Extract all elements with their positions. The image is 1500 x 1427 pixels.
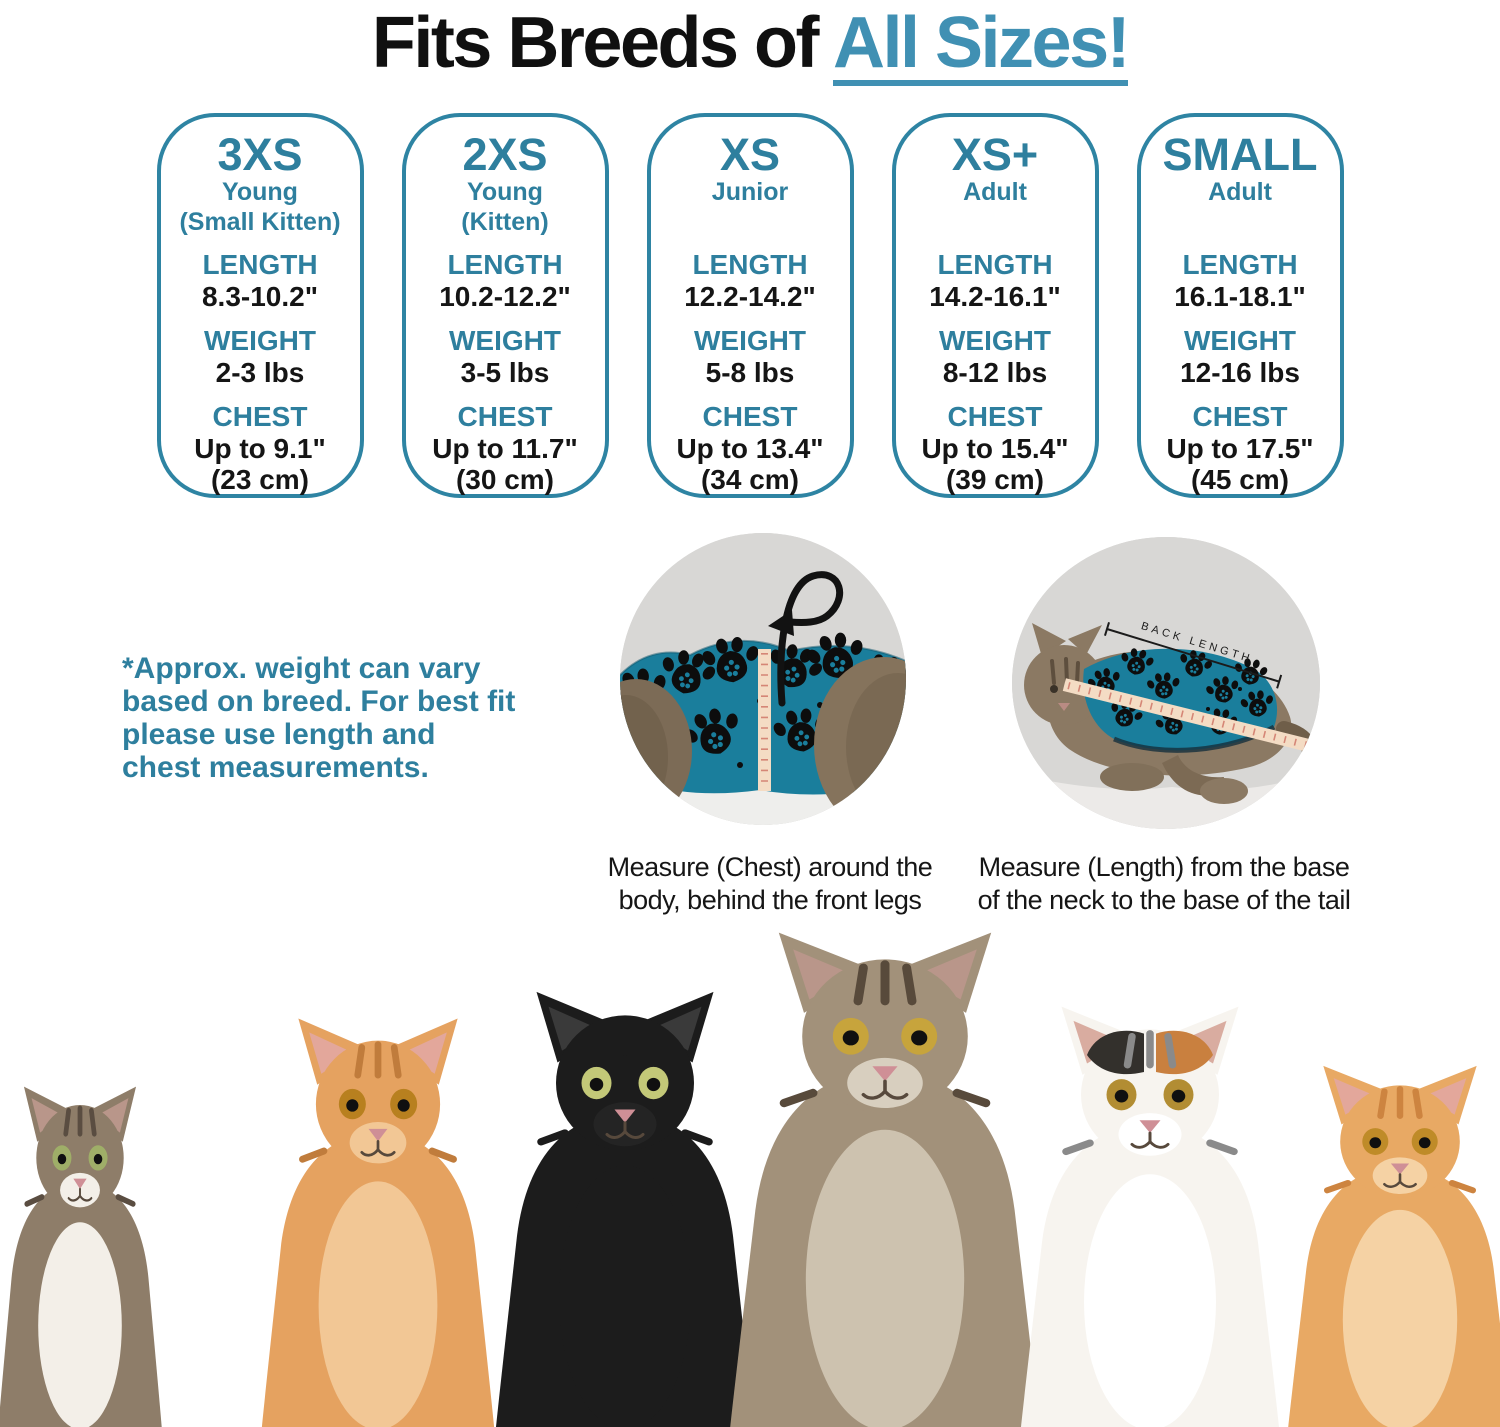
size-age: Junior [711,178,789,207]
weight-label: WEIGHT [204,324,316,356]
note-line: based on breed. For best fit [122,685,516,718]
length-label: LENGTH [202,249,318,280]
chest-caption: Measure (Chest) around the body, behind … [607,852,933,915]
size-name: SMALL [1162,129,1318,180]
weight-value: 2-3 lbs [215,356,305,388]
weight-label: WEIGHT [694,324,806,356]
size-name: 3XS [217,129,303,180]
weight-value: 5-8 lbs [705,356,795,388]
chest-cm-value: (23 cm) [210,464,310,496]
length-measure-figure: BACK LENGTH [1012,537,1320,829]
size-name: 2XS [462,129,548,180]
size-age-detail: (Kitten) [461,207,549,236]
chest-cm-value: (45 cm) [1190,464,1290,496]
size-card-3xs: 3XS Young (Small Kitten) LENGTH 8.3-10.2… [156,113,364,498]
cat-orange-tabby [260,1017,496,1427]
size-card-xs-plus: XS+ Adult LENGTH 14.2-16.1" WEIGHT 8-12 … [891,113,1099,498]
length-label: LENGTH [447,249,563,280]
length-value: 16.1-18.1" [1174,280,1306,312]
chest-label: CHEST [1192,400,1288,432]
size-age: Adult [1208,178,1272,207]
chest-value: Up to 17.5" [1166,432,1314,464]
cat-maine-coon [728,930,1042,1427]
chest-label: CHEST [947,400,1043,432]
size-cards-row: 3XS Young (Small Kitten) LENGTH 8.3-10.2… [0,113,1500,498]
chest-label: CHEST [702,400,798,432]
size-card-2xs: 2XS Young (Kitten) LENGTH 10.2-12.2" WEI… [401,113,609,498]
length-label: LENGTH [1182,249,1298,280]
weight-value: 12-16 lbs [1180,356,1300,388]
cat-orange-longhair [1286,1064,1500,1427]
weight-value: 3-5 lbs [460,356,550,388]
note-line: *Approx. weight can vary [122,652,481,685]
size-name: XS+ [951,129,1039,180]
fit-note: *Approx. weight can vary based on breed.… [122,652,592,784]
chest-cm-value: (34 cm) [700,464,800,496]
length-value: 8.3-10.2" [201,280,319,312]
cat-kitten [0,1085,163,1427]
length-value: 12.2-14.2" [684,280,816,312]
weight-label: WEIGHT [1184,324,1296,356]
chest-value: Up to 15.4" [921,432,1069,464]
note-line: please use length and [122,718,436,751]
page-title: Fits Breeds of All Sizes! [0,2,1500,87]
chest-cm-value: (39 cm) [945,464,1045,496]
page-title-accent: All Sizes! [832,7,1131,87]
chest-measure-photo [620,533,906,825]
chest-measure-figure [620,533,906,825]
weight-label: WEIGHT [449,324,561,356]
length-value: 10.2-12.2" [439,280,571,312]
chest-value: Up to 9.1" [194,432,326,464]
length-value: 14.2-16.1" [929,280,1061,312]
page-title-prefix: Fits Breeds of [371,3,820,83]
cat-black [494,990,756,1427]
length-label: LENGTH [692,249,808,280]
cat-calico [1019,1005,1281,1427]
length-caption: Measure (Length) from the base of the ne… [977,852,1351,915]
chest-label: CHEST [457,400,553,432]
length-measure-photo: BACK LENGTH [1012,537,1320,829]
chest-value: Up to 13.4" [676,432,824,464]
size-name: XS [719,129,781,180]
measuring-tape-icon [758,649,771,791]
size-card-small: SMALL Adult LENGTH 16.1-18.1" WEIGHT 12-… [1136,113,1344,498]
chest-value: Up to 11.7" [432,432,578,464]
chest-cm-value: (30 cm) [455,464,555,496]
cats-photo [0,930,1500,1427]
note-line: chest measurements. [122,751,429,784]
size-card-xs: XS Junior LENGTH 12.2-14.2" WEIGHT 5-8 l… [646,113,854,498]
weight-label: WEIGHT [939,324,1051,356]
measuring-tape-icon [1062,678,1315,753]
weight-value: 8-12 lbs [942,356,1048,388]
chest-label: CHEST [212,400,308,432]
curved-arrow-icon [768,571,844,707]
size-age: Adult [963,178,1027,207]
length-label: LENGTH [937,249,1053,280]
size-age: Young [222,178,298,207]
size-age-detail: (Small Kitten) [179,207,341,236]
size-age: Young [467,178,543,207]
